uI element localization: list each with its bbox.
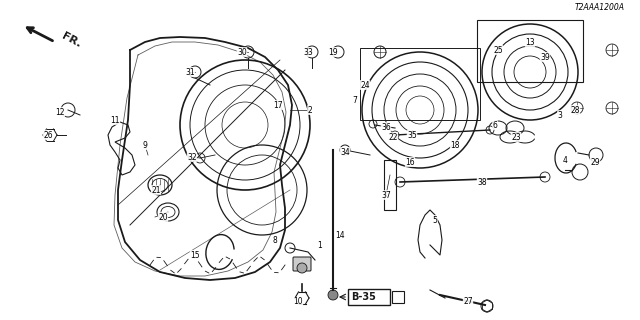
Text: 3: 3 bbox=[557, 110, 563, 119]
Text: 10: 10 bbox=[293, 298, 303, 307]
Bar bbox=[384, 160, 396, 210]
Text: 31: 31 bbox=[185, 68, 195, 76]
Text: 27: 27 bbox=[463, 298, 473, 307]
Text: 33: 33 bbox=[303, 47, 313, 57]
Circle shape bbox=[297, 263, 307, 273]
Text: 8: 8 bbox=[273, 236, 277, 244]
Text: 29: 29 bbox=[590, 157, 600, 166]
Text: 9: 9 bbox=[143, 140, 147, 149]
Text: 38: 38 bbox=[477, 178, 487, 187]
Text: 24: 24 bbox=[360, 81, 370, 90]
Text: 39: 39 bbox=[540, 52, 550, 61]
Text: 32: 32 bbox=[187, 153, 197, 162]
Text: 7: 7 bbox=[353, 95, 357, 105]
Text: 30: 30 bbox=[237, 47, 247, 57]
Text: 15: 15 bbox=[190, 251, 200, 260]
Text: FR.: FR. bbox=[60, 31, 83, 49]
Text: 5: 5 bbox=[433, 215, 437, 225]
Bar bbox=[360, 48, 480, 120]
FancyBboxPatch shape bbox=[293, 257, 311, 271]
Text: T2AAA1200A: T2AAA1200A bbox=[575, 3, 625, 12]
Bar bbox=[348, 289, 390, 305]
Text: 28: 28 bbox=[570, 106, 580, 115]
Text: 19: 19 bbox=[328, 47, 338, 57]
Text: 35: 35 bbox=[407, 131, 417, 140]
Text: 26: 26 bbox=[43, 131, 53, 140]
Text: 16: 16 bbox=[405, 157, 415, 166]
Text: 18: 18 bbox=[451, 140, 460, 149]
Text: 13: 13 bbox=[525, 37, 535, 46]
Text: 6: 6 bbox=[493, 121, 497, 130]
Text: 25: 25 bbox=[493, 45, 503, 54]
Text: 1: 1 bbox=[317, 241, 323, 250]
Text: 2: 2 bbox=[308, 106, 312, 115]
Text: 21: 21 bbox=[151, 186, 161, 195]
Bar bbox=[392, 291, 404, 303]
Text: 17: 17 bbox=[273, 100, 283, 109]
Text: 36: 36 bbox=[381, 123, 391, 132]
Text: 14: 14 bbox=[335, 230, 345, 239]
Text: 11: 11 bbox=[110, 116, 120, 124]
Text: 34: 34 bbox=[340, 148, 350, 156]
Circle shape bbox=[328, 290, 338, 300]
Text: 22: 22 bbox=[388, 132, 397, 141]
Text: 37: 37 bbox=[381, 190, 391, 199]
Text: B-35: B-35 bbox=[351, 292, 376, 302]
Text: 4: 4 bbox=[563, 156, 568, 164]
Text: 12: 12 bbox=[55, 108, 65, 116]
Text: 23: 23 bbox=[511, 132, 521, 141]
Text: 20: 20 bbox=[158, 212, 168, 221]
Bar bbox=[477, 20, 583, 82]
